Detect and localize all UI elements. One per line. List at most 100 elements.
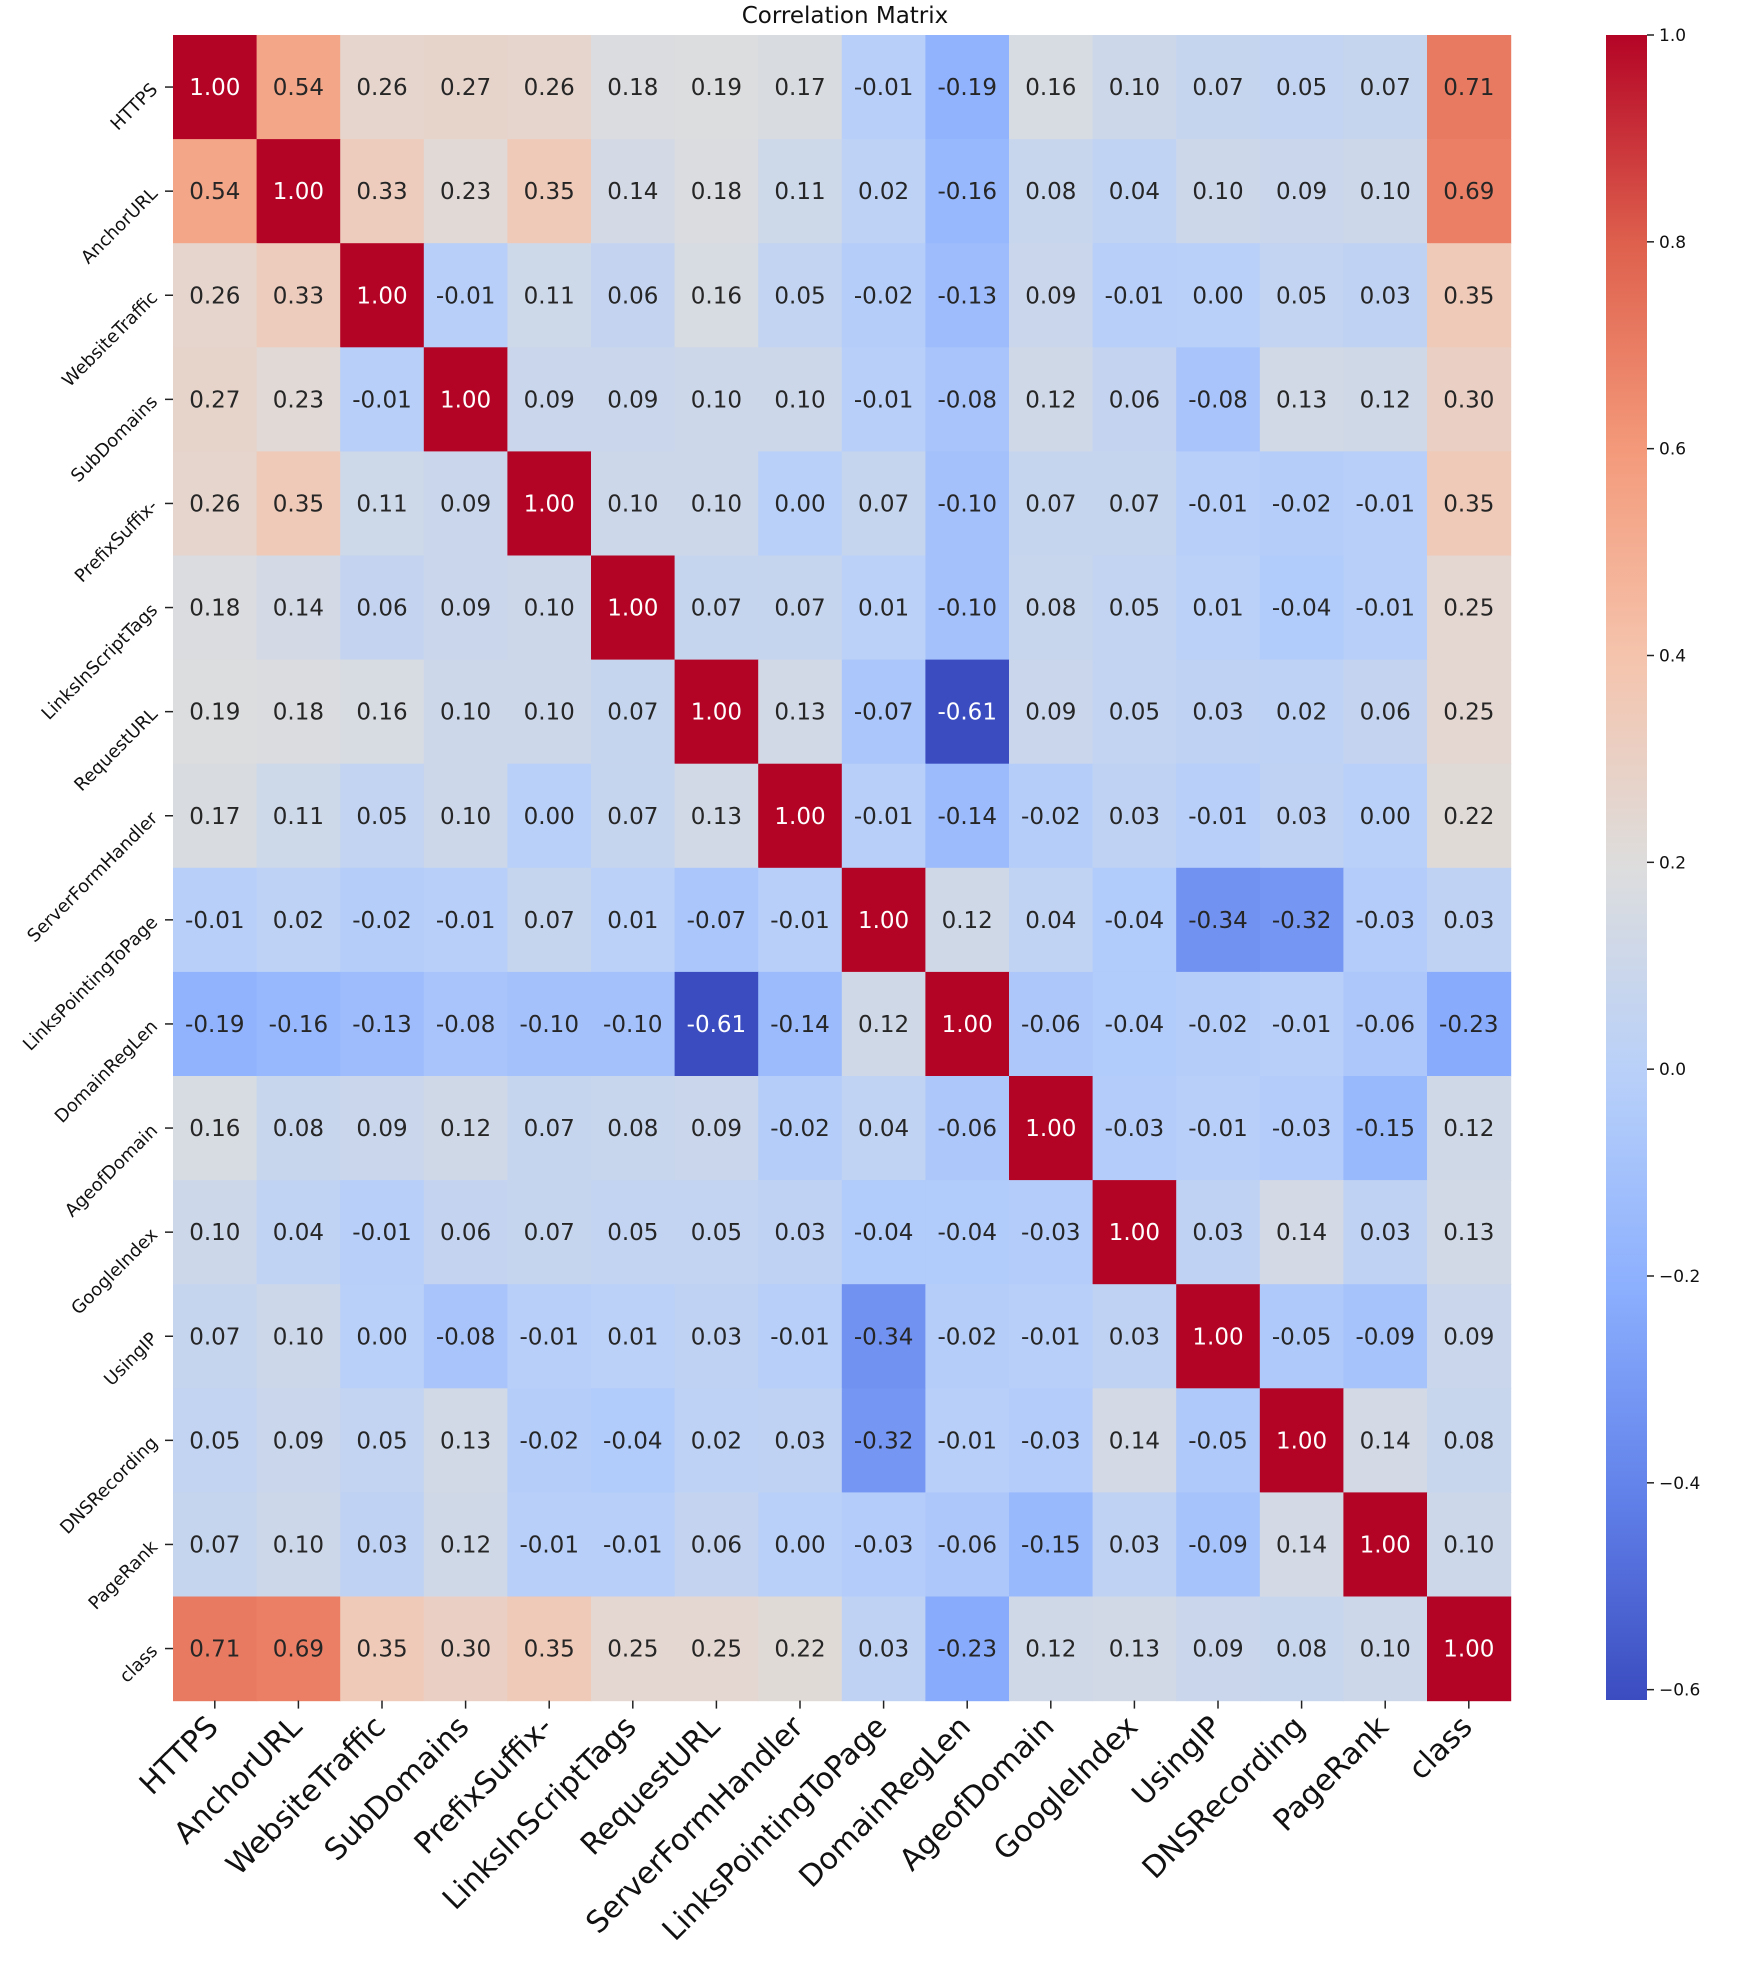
heatmap-cell-7-7 <box>758 763 843 869</box>
cell-label-11-5: 0.05 <box>607 1220 658 1246</box>
cell-label-15-6: 0.25 <box>691 1637 742 1663</box>
heatmap-cell-13-11 <box>1092 1388 1177 1493</box>
cell-label-15-8: 0.03 <box>858 1637 909 1663</box>
heatmap-cell-2-14 <box>1343 243 1428 348</box>
cell-label-0-3: 0.27 <box>440 75 491 101</box>
heatmap-cell-1-0 <box>173 139 258 244</box>
cell-label-10-11: -0.03 <box>1105 1116 1165 1142</box>
cell-label-11-12: 0.03 <box>1192 1220 1243 1246</box>
cell-label-5-1: 0.14 <box>273 596 324 622</box>
heatmap-cell-15-4 <box>507 1596 592 1702</box>
cell-label-7-13: 0.03 <box>1276 804 1327 830</box>
cell-label-11-8: -0.04 <box>854 1220 914 1246</box>
cell-label-2-3: -0.01 <box>436 283 496 309</box>
heatmap-cell-0-7 <box>758 35 843 140</box>
heatmap-cell-0-10 <box>1009 35 1094 140</box>
heatmap-cell-13-15 <box>1427 1388 1512 1493</box>
heatmap-cell-15-10 <box>1009 1596 1094 1702</box>
cell-label-12-12: 1.00 <box>1192 1324 1243 1350</box>
cell-label-8-11: -0.04 <box>1105 908 1165 934</box>
heatmap-cell-8-13 <box>1259 867 1344 973</box>
heatmap-cell-7-2 <box>340 763 425 869</box>
cell-label-9-2: -0.13 <box>352 1012 412 1038</box>
heatmap-cell-11-5 <box>591 1180 676 1285</box>
heatmap-cell-15-15 <box>1427 1596 1512 1702</box>
heatmap-cell-12-4 <box>507 1284 592 1389</box>
cell-label-13-4: -0.02 <box>519 1428 579 1454</box>
cell-label-7-2: 0.05 <box>356 804 407 830</box>
cell-label-6-0: 0.19 <box>189 700 240 726</box>
heatmap-cell-8-6 <box>674 867 759 973</box>
heatmap-cell-13-1 <box>256 1388 341 1493</box>
heatmap-cell-13-3 <box>423 1388 508 1493</box>
heatmap-cell-6-0 <box>173 659 258 765</box>
heatmap-cell-10-3 <box>423 1076 508 1181</box>
heatmap-cell-2-9 <box>925 243 1010 348</box>
heatmap-cell-7-4 <box>507 763 592 869</box>
cell-label-14-10: -0.15 <box>1021 1532 1081 1558</box>
heatmap-cell-12-0 <box>173 1284 258 1389</box>
heatmap-cell-4-8 <box>841 451 926 557</box>
cell-label-13-13: 1.00 <box>1276 1428 1327 1454</box>
heatmap-cell-12-5 <box>591 1284 676 1389</box>
cell-label-13-10: -0.03 <box>1021 1428 1081 1454</box>
heatmap-cell-0-0 <box>173 35 258 140</box>
cell-label-9-12: -0.02 <box>1188 1012 1248 1038</box>
cell-label-13-12: -0.05 <box>1188 1428 1248 1454</box>
cell-label-6-10: 0.09 <box>1025 700 1076 726</box>
heatmap-cell-0-5 <box>591 35 676 140</box>
heatmap-cell-7-1 <box>256 763 341 869</box>
cell-label-7-15: 0.22 <box>1443 804 1494 830</box>
heatmap-cell-0-15 <box>1427 35 1512 140</box>
cell-label-8-1: 0.02 <box>273 908 324 934</box>
heatmap-cell-9-13 <box>1259 971 1344 1077</box>
heatmap-cell-0-11 <box>1092 35 1177 140</box>
cell-label-10-8: 0.04 <box>858 1116 909 1142</box>
heatmap-cell-15-5 <box>591 1596 676 1702</box>
heatmap-cell-13-6 <box>674 1388 759 1493</box>
cell-label-1-13: 0.09 <box>1276 179 1327 205</box>
cell-label-15-1: 0.69 <box>273 1637 324 1663</box>
cell-label-7-9: -0.14 <box>937 804 997 830</box>
heatmap-cell-10-10 <box>1009 1076 1094 1181</box>
colorbar-tick-label-7: −0.4 <box>1659 1474 1700 1494</box>
heatmap-cell-15-12 <box>1176 1596 1261 1702</box>
heatmap-cell-7-13 <box>1259 763 1344 869</box>
cell-label-5-8: 0.01 <box>858 596 909 622</box>
heatmap-cell-2-2 <box>340 243 425 348</box>
heatmap-cell-12-13 <box>1259 1284 1344 1389</box>
heatmap-cell-8-4 <box>507 867 592 973</box>
cell-label-4-3: 0.09 <box>440 491 491 517</box>
colorbar-gradient <box>1606 35 1647 1700</box>
cell-label-0-11: 0.10 <box>1109 75 1160 101</box>
cell-label-4-2: 0.11 <box>356 491 407 517</box>
cell-label-9-10: -0.06 <box>1021 1012 1081 1038</box>
cell-label-5-11: 0.05 <box>1109 596 1160 622</box>
heatmap-cell-15-3 <box>423 1596 508 1702</box>
cell-label-11-2: -0.01 <box>352 1220 412 1246</box>
y-axis: HTTPS AnchorURL WebsiteTrafficSubDomainsPr… <box>19 79 173 1687</box>
heatmap-cell-3-12 <box>1176 347 1261 452</box>
heatmap-cell-9-10 <box>1009 971 1094 1077</box>
heatmap-cell-13-13 <box>1259 1388 1344 1493</box>
heatmap-cell-1-15 <box>1427 139 1512 244</box>
heatmap-cell-1-12 <box>1176 139 1261 244</box>
heatmap-cell-10-4 <box>507 1076 592 1181</box>
heatmap-cell-4-9 <box>925 451 1010 557</box>
cell-label-15-4: 0.35 <box>524 1637 575 1663</box>
heatmap-cell-12-8 <box>841 1284 926 1389</box>
heatmap-cell-15-8 <box>841 1596 926 1702</box>
cell-label-1-5: 0.14 <box>607 179 658 205</box>
y-tick-label-usingip: UsingIP <box>100 1328 162 1390</box>
heatmap-cell-6-8 <box>841 659 926 765</box>
heatmap-cell-10-9 <box>925 1076 1010 1181</box>
heatmap-cell-2-4 <box>507 243 592 348</box>
cell-label-2-7: 0.05 <box>774 283 825 309</box>
heatmap-cell-7-15 <box>1427 763 1512 869</box>
cell-label-11-15: 0.13 <box>1443 1220 1494 1246</box>
heatmap-cell-10-8 <box>841 1076 926 1181</box>
colorbar-tick-label-0: 1.0 <box>1659 26 1686 46</box>
cell-label-1-6: 0.18 <box>691 179 742 205</box>
cell-label-15-12: 0.09 <box>1192 1637 1243 1663</box>
